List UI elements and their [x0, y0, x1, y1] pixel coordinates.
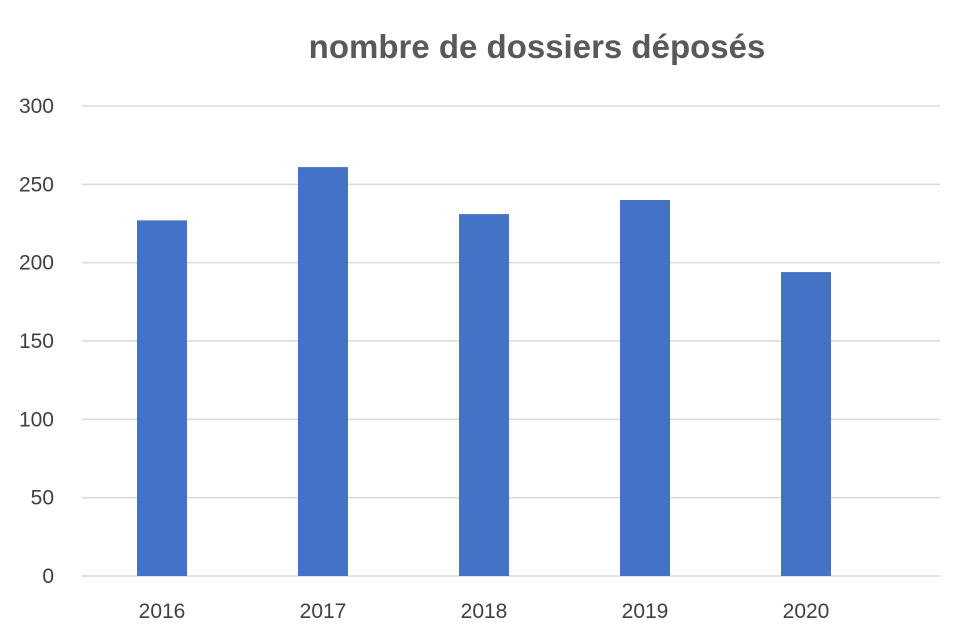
x-tick-label: 2018: [461, 600, 508, 623]
y-tick-label: 50: [31, 487, 54, 510]
x-tick-label: 2017: [300, 600, 347, 623]
y-tick-label: 200: [19, 252, 54, 275]
y-tick-label: 150: [19, 330, 54, 353]
bar-2018: [459, 214, 509, 576]
chart-title: nombre de dossiers déposés: [309, 28, 766, 65]
bar-2019: [620, 200, 670, 576]
gridlines: [82, 105, 940, 577]
x-tick-label: 2020: [783, 600, 830, 623]
x-tick-label: 2016: [139, 600, 186, 623]
bar-2016: [137, 220, 187, 576]
y-axis-tick-labels: 0 50 100 150 200 250 300: [19, 95, 54, 588]
y-tick-label: 300: [19, 95, 54, 118]
y-tick-label: 0: [42, 565, 54, 588]
y-tick-label: 250: [19, 173, 54, 196]
bars: [137, 167, 831, 576]
x-tick-label: 2019: [622, 600, 669, 623]
y-tick-label: 100: [19, 408, 54, 431]
x-axis-tick-labels: 2016 2017 2018 2019 2020: [139, 600, 830, 623]
bar-2017: [298, 167, 348, 576]
bar-2020: [781, 272, 831, 576]
